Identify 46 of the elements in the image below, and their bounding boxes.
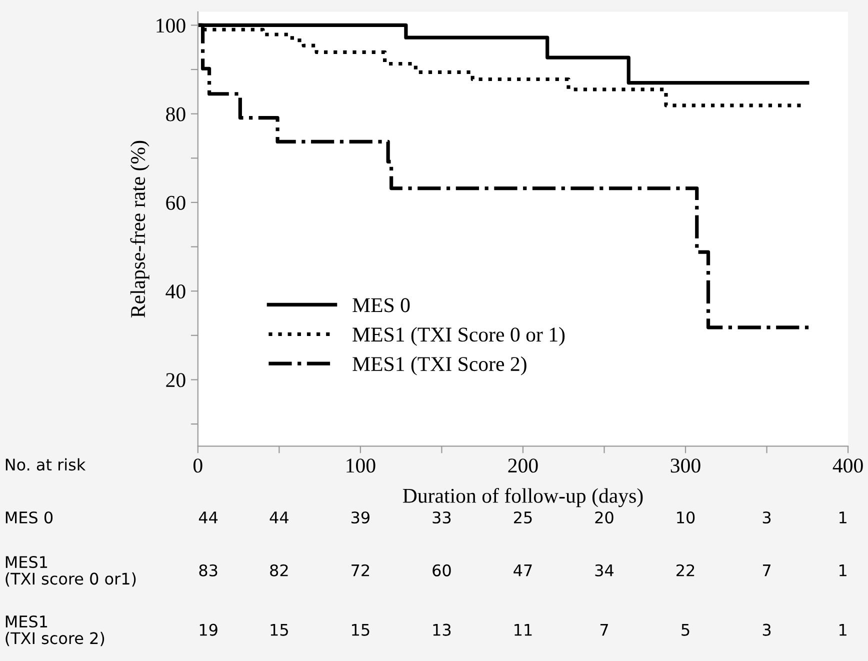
text: 3 — [762, 624, 771, 636]
text: 3 — [762, 511, 771, 524]
text: 82 — [270, 564, 288, 576]
text: 83 — [199, 564, 218, 576]
legend-label: MES1 (TXI Score 0 or 1) — [352, 326, 565, 346]
text: 1 — [840, 564, 846, 576]
x-axis-title: Duration of follow-up (days) — [402, 488, 643, 508]
x-tick-label: 200 — [508, 458, 538, 473]
text: 44 — [270, 512, 288, 524]
text: 25 — [514, 511, 532, 524]
text: 22 — [676, 564, 694, 576]
x-tick-label: 0 — [193, 458, 202, 473]
y-axis-title: Relapse-free rate (%) — [130, 140, 150, 318]
text: 47 — [514, 564, 532, 576]
text: 13 — [433, 624, 451, 636]
text: 10 — [677, 511, 695, 524]
text: 7 — [600, 624, 608, 636]
text: 5 — [682, 624, 690, 636]
text: 15 — [352, 624, 370, 636]
text: 72 — [352, 564, 369, 576]
text: 20 — [595, 511, 614, 524]
text: 34 — [595, 564, 614, 576]
text: 44 — [198, 512, 218, 524]
text: MES 0 — [6, 511, 53, 524]
text: 1 — [840, 512, 846, 524]
text: No. at risk — [6, 458, 86, 471]
y-tick-label: 80 — [166, 107, 186, 122]
y-tick-label: 100 — [156, 18, 186, 33]
text: 60 — [432, 564, 451, 576]
text: 1 — [840, 624, 846, 636]
text: MES1 (TXI score 2) — [6, 615, 104, 646]
text: MES1 (TXI score 0 or1) — [6, 556, 136, 587]
y-tick-label: 20 — [166, 373, 186, 388]
x-tick-label: 100 — [346, 458, 376, 473]
text: 19 — [200, 624, 218, 636]
text: 11 — [514, 624, 532, 636]
x-tick-label: 400 — [832, 458, 863, 473]
legend-label: MES 0 — [352, 298, 410, 312]
x-tick-label: 300 — [670, 458, 700, 473]
text: 33 — [432, 511, 451, 524]
text: 39 — [351, 511, 370, 524]
y-tick-label: 40 — [166, 284, 186, 299]
legend-label: MES1 (TXI Score 2) — [352, 356, 526, 376]
text: 15 — [270, 624, 288, 636]
text: 7 — [763, 564, 770, 576]
y-tick-label: 60 — [166, 196, 186, 210]
